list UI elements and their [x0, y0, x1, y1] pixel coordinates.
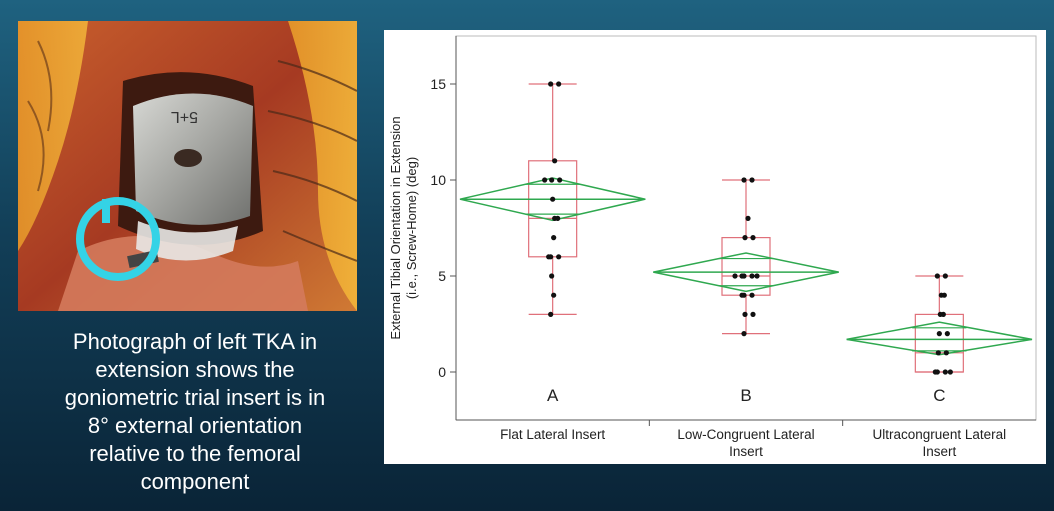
x-category-label: Ultracongruent Lateral — [873, 427, 1007, 442]
y-tick-label: 10 — [430, 172, 446, 188]
group-letter: A — [547, 386, 559, 405]
data-point — [556, 81, 562, 87]
data-point — [943, 350, 949, 356]
data-point — [549, 273, 555, 279]
group-letter: C — [933, 386, 945, 405]
y-tick-label: 0 — [438, 364, 446, 380]
y-tick-label: 15 — [430, 76, 446, 92]
box-iqr — [914, 313, 964, 373]
data-point — [551, 292, 557, 298]
data-point — [742, 311, 748, 317]
implant-marking: 5+L — [171, 108, 198, 125]
box-group: B — [653, 177, 839, 405]
y-ticks: 0 5 10 15 — [430, 76, 456, 380]
x-category-label: Low-Congruent Lateral — [677, 427, 814, 442]
circle-marker-icon — [76, 197, 160, 281]
data-point — [741, 177, 747, 183]
data-point — [546, 254, 552, 260]
data-point — [941, 292, 947, 298]
photo-caption: Photograph of left TKA in extension show… — [64, 329, 326, 494]
data-point — [732, 273, 738, 279]
y-axis-label-line-1: External Tibial Orientation in Extension — [388, 116, 403, 339]
data-point — [749, 273, 755, 279]
data-point — [739, 292, 745, 298]
chart-panel: External Tibial Orientation in Extension… — [384, 30, 1046, 464]
mean-diamond — [459, 177, 646, 222]
data-point — [749, 177, 755, 183]
data-point — [942, 369, 948, 375]
x-category-labels: Flat Lateral Insert Low-Congruent Lateral… — [500, 420, 1006, 459]
data-point — [940, 311, 946, 317]
box-iqr — [528, 160, 578, 258]
data-point — [742, 235, 748, 241]
data-point — [754, 273, 760, 279]
box-group: C — [846, 273, 1033, 405]
y-axis-label-line-2: (i.e., Screw-Home) (deg) — [404, 157, 419, 299]
data-point — [944, 331, 950, 337]
data-point — [935, 350, 941, 356]
data-point — [542, 177, 548, 183]
surgical-photo-illustration: 5+L — [18, 21, 357, 311]
data-point — [556, 254, 562, 260]
plot-frame — [455, 35, 1037, 421]
surgical-photo: 5+L — [18, 21, 357, 311]
data-point — [739, 273, 745, 279]
data-point — [942, 273, 948, 279]
data-point — [932, 369, 938, 375]
data-point — [750, 311, 756, 317]
x-category-label: Insert — [729, 444, 763, 459]
data-point — [550, 196, 556, 202]
box-groups: A B C — [459, 81, 1033, 405]
data-point — [557, 177, 563, 183]
x-category-label: Insert — [922, 444, 956, 459]
marker-tab-icon — [102, 199, 110, 223]
group-letter: B — [740, 386, 751, 405]
data-point — [548, 81, 554, 87]
data-point — [741, 331, 747, 337]
data-point — [749, 292, 755, 298]
box-iqr — [721, 237, 771, 296]
data-point — [551, 235, 557, 241]
data-point — [549, 177, 555, 183]
data-point — [548, 311, 554, 317]
y-tick-label: 5 — [438, 268, 446, 284]
mean-diamond — [846, 321, 1033, 356]
data-point — [750, 235, 756, 241]
data-point — [936, 331, 942, 337]
data-point — [552, 158, 558, 164]
data-point — [947, 369, 953, 375]
data-point — [934, 273, 940, 279]
box-plot-chart: External Tibial Orientation in Extension… — [388, 35, 1037, 459]
data-point — [745, 215, 751, 221]
box-group: A — [459, 81, 646, 405]
x-category-label: Flat Lateral Insert — [500, 427, 605, 442]
data-point — [555, 215, 561, 221]
